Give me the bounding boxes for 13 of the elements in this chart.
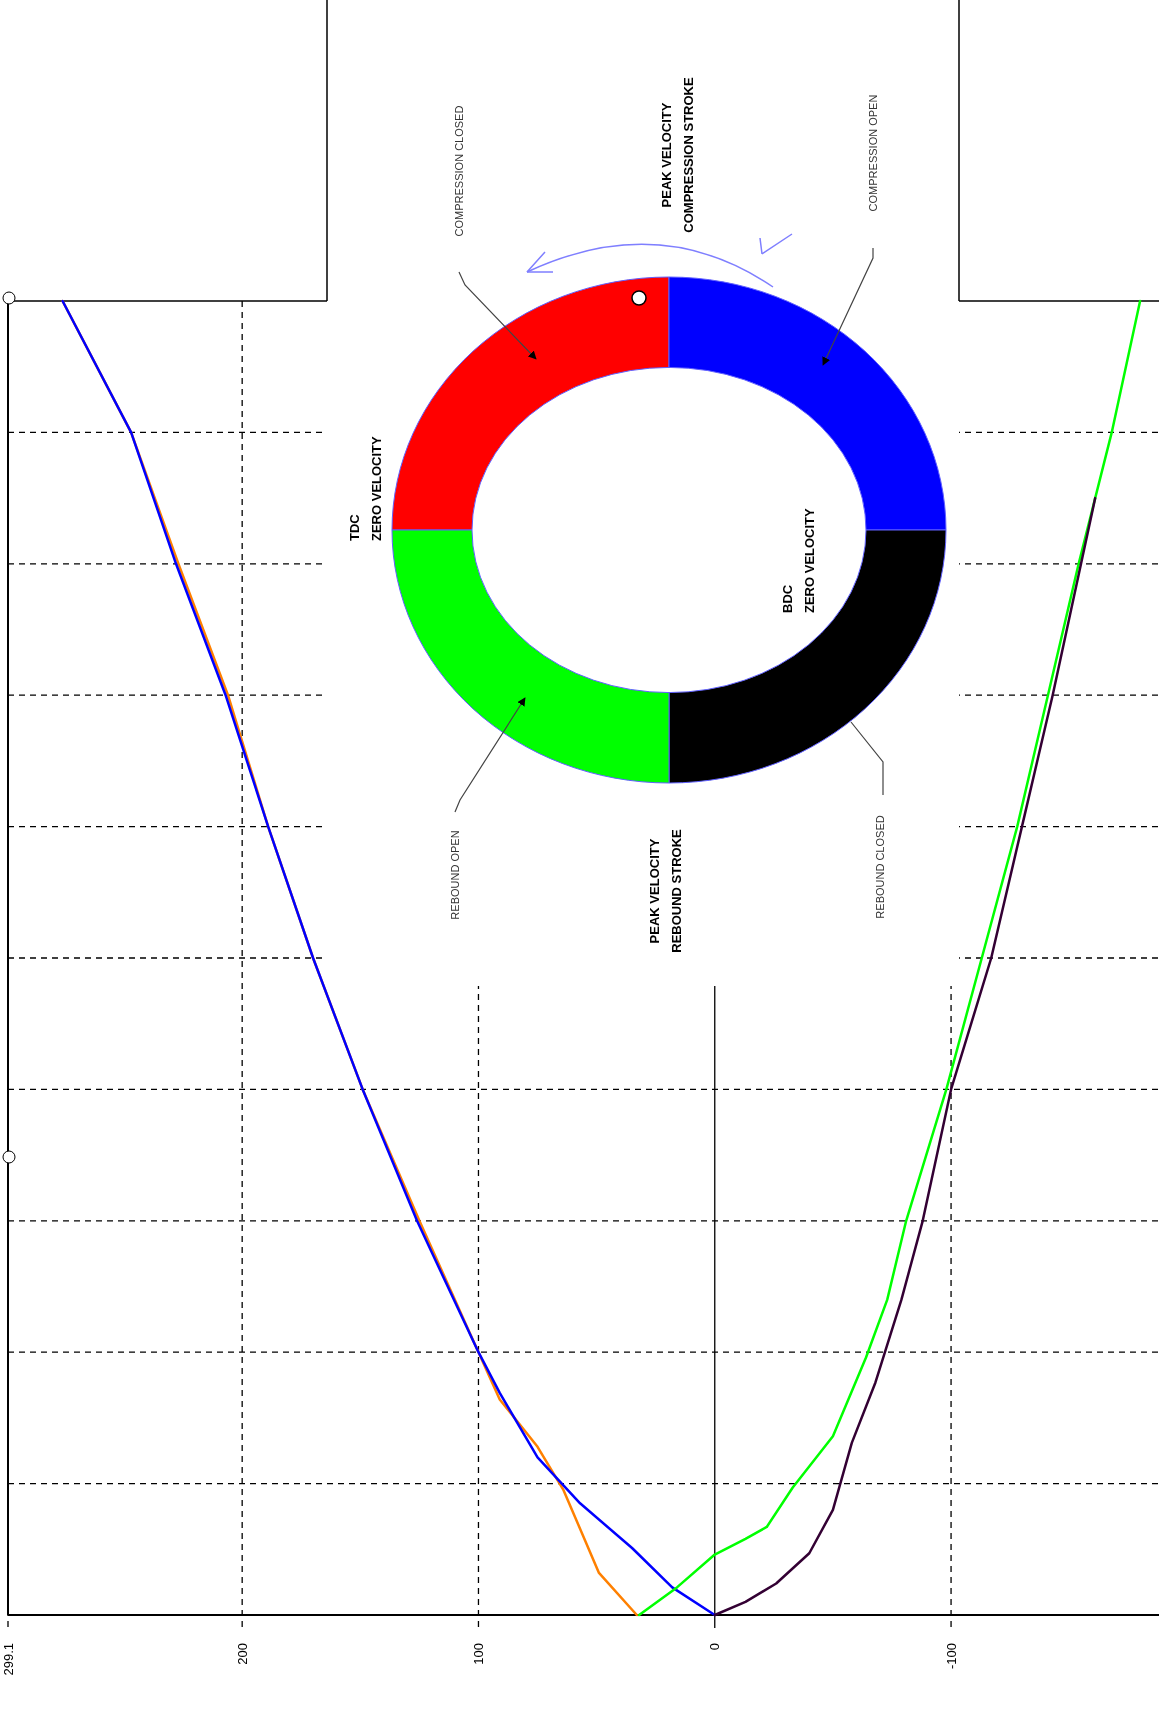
x-tick-label: 299.1 (0, 1643, 16, 1676)
annotation: TDC ZERO VELOCITY (346, 435, 384, 541)
x-tick-label: 200 (234, 1643, 250, 1665)
x-tick-label: -100 (943, 1643, 959, 1670)
text: PEAK VELOCITY COMPRESSION STROKE (658, 77, 696, 233)
text: COMPRESSION OPEN (867, 94, 879, 212)
annotation: REBOUND CLOSED (874, 815, 886, 919)
annotation: REBOUND OPEN (449, 830, 461, 920)
annotation: PEAK VELOCITY REBOUND STROKE (646, 828, 684, 953)
annotation: BDC ZERO VELOCITY (779, 507, 817, 613)
x-tick-label: 0 (707, 1643, 723, 1651)
x-tick-label: 100 (470, 1643, 486, 1665)
text: COMPRESSION CLOSED (453, 105, 465, 237)
